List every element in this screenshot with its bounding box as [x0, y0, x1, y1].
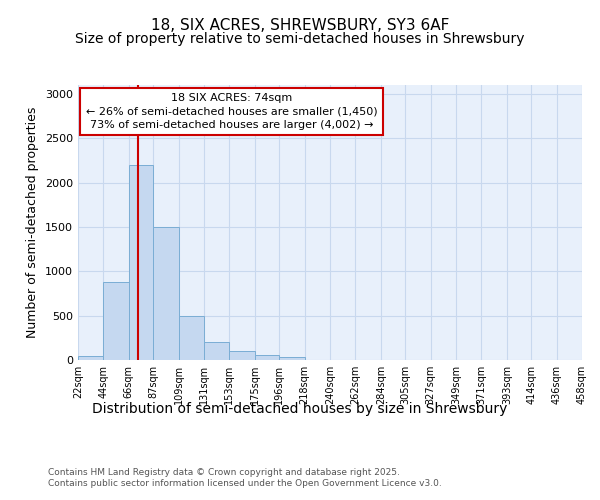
Text: Size of property relative to semi-detached houses in Shrewsbury: Size of property relative to semi-detach… [75, 32, 525, 46]
Bar [179, 316, 204, 360]
Bar [255, 355, 279, 360]
Bar [204, 342, 229, 360]
Y-axis label: Number of semi-detached properties: Number of semi-detached properties [26, 107, 40, 338]
Bar [78, 356, 103, 360]
Text: Contains HM Land Registry data © Crown copyright and database right 2025.
Contai: Contains HM Land Registry data © Crown c… [48, 468, 442, 487]
Bar [229, 351, 255, 360]
Bar [279, 358, 305, 360]
Text: Distribution of semi-detached houses by size in Shrewsbury: Distribution of semi-detached houses by … [92, 402, 508, 416]
Bar [129, 165, 153, 360]
Bar [103, 282, 129, 360]
Text: 18, SIX ACRES, SHREWSBURY, SY3 6AF: 18, SIX ACRES, SHREWSBURY, SY3 6AF [151, 18, 449, 32]
Text: 18 SIX ACRES: 74sqm
← 26% of semi-detached houses are smaller (1,450)
73% of sem: 18 SIX ACRES: 74sqm ← 26% of semi-detach… [86, 93, 377, 130]
Bar [153, 227, 179, 360]
